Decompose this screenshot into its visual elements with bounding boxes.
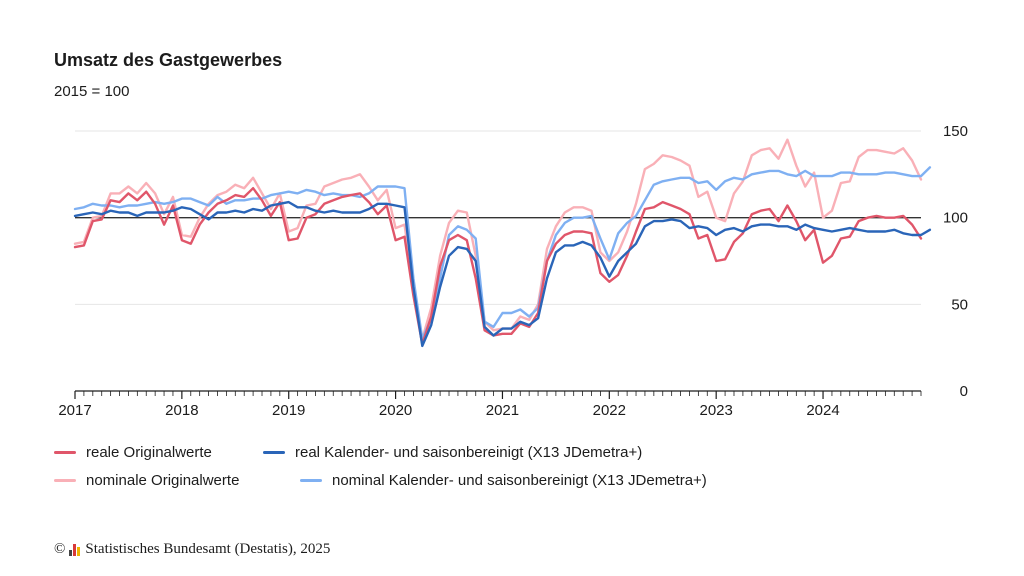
legend-item-nom-sa: nominal Kalender- und saisonbereinigt (X… xyxy=(300,472,707,489)
y-axis-labels: 0 50 100 150 xyxy=(943,123,968,400)
legend-swatch-real-orig xyxy=(54,451,76,454)
y-tick-label-0: 0 xyxy=(960,383,968,400)
x-tick-label-2023: 2023 xyxy=(699,402,732,419)
source-text: Statistisches Bundesamt (Destatis), 2025 xyxy=(85,541,331,557)
series-line-nom-orig xyxy=(73,138,923,341)
series-line-nom-sa xyxy=(73,166,932,341)
x-tick-label-2017: 2017 xyxy=(58,402,91,419)
y-tick-label-100: 100 xyxy=(943,210,968,227)
destatis-logo-icon xyxy=(69,543,81,556)
x-tick-label-2018: 2018 xyxy=(165,402,198,419)
copyright-symbol: © xyxy=(54,541,66,557)
x-tick-label-2022: 2022 xyxy=(593,402,626,419)
x-tick-label-2020: 2020 xyxy=(379,402,412,419)
series-line-real-orig xyxy=(73,186,923,346)
legend-label-real-sa: real Kalender- und saisonbereinigt (X13 … xyxy=(295,444,643,461)
legend-label-nom-sa: nominal Kalender- und saisonbereinigt (X… xyxy=(332,472,707,489)
legend-swatch-real-sa xyxy=(263,451,285,454)
y-tick-label-50: 50 xyxy=(951,296,968,313)
x-axis: 2017 2018 2019 2020 2021 2022 2023 2024 xyxy=(58,390,922,419)
legend-item-real-sa: real Kalender- und saisonbereinigt (X13 … xyxy=(263,444,642,461)
x-tick-label-2019: 2019 xyxy=(272,402,305,419)
legend-label-nom-orig: nominale Originalwerte xyxy=(86,472,240,489)
series-lines xyxy=(73,138,932,348)
x-tick-label-2024: 2024 xyxy=(806,402,839,419)
x-tick-label-2021: 2021 xyxy=(486,402,519,419)
legend-swatch-nom-orig xyxy=(54,479,76,482)
y-tick-label-150: 150 xyxy=(943,123,968,140)
chart-subtitle: 2015 = 100 xyxy=(54,83,130,100)
chart-title: Umsatz des Gastgewerbes xyxy=(54,50,283,70)
source-footer: © Statistisches Bundesamt (Destatis), 20… xyxy=(54,541,330,558)
legend-label-real-orig: reale Originalwerte xyxy=(86,444,212,461)
legend-swatch-nom-sa xyxy=(300,479,322,482)
legend-item-nom-orig: nominale Originalwerte xyxy=(54,472,239,489)
legend-item-real-orig: reale Originalwerte xyxy=(54,444,212,461)
series-line-real-sa xyxy=(73,200,932,348)
